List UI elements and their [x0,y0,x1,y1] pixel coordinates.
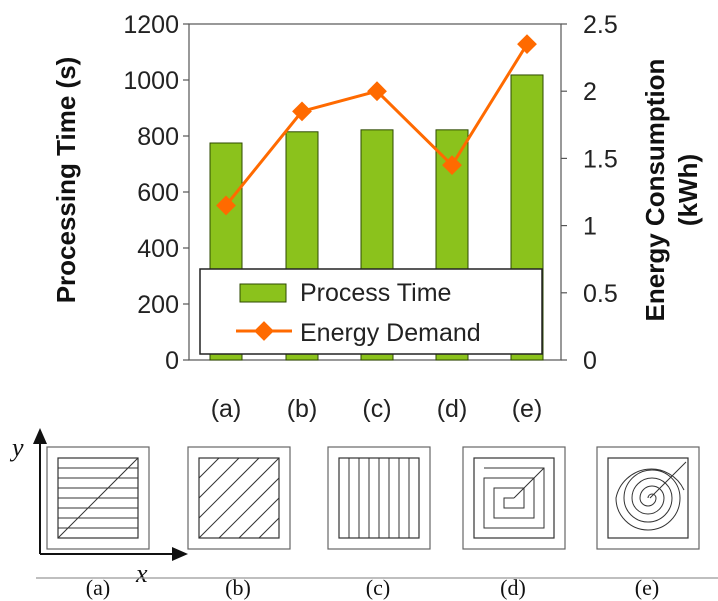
toolpath-d-spiral [483,467,545,529]
x-category-label: (e) [512,395,543,423]
left-axis-ticks: 0 200 400 600 800 1000 1200 [123,11,189,375]
y2-axis-title-line2: (kWh) [673,154,703,226]
x-category-label: (d) [437,395,468,423]
y2-tick-label: 0 [583,347,597,375]
x-axis-arrow-icon [172,547,188,561]
y-tick-label: 0 [165,347,179,375]
y-tick-label: 1200 [123,11,179,39]
toolpath-diagrams: y x (a) (b) (c) (d) [9,428,718,600]
toolpath-label-e: (e) [635,575,659,600]
right-axis-ticks: 0 0.5 1 1.5 2 2.5 [561,11,618,375]
x-category-label: (c) [362,395,391,423]
y2-tick-label: 1 [583,213,597,241]
toolpath-e: (e) [596,446,700,600]
toolpath-a-lines [57,457,139,539]
y2-tick-label: 1.5 [583,145,618,173]
legend-marker-energy-demand [254,321,274,341]
toolpath-e-spiral [615,461,687,531]
legend-label-process-time: Process Time [300,279,451,307]
x-category-label: (b) [287,395,318,423]
toolpath-c: (c) [327,446,431,600]
energy-point-d [442,155,462,176]
y-tick-label: 200 [137,291,179,319]
toolpath-d: (d) [462,446,566,600]
y-tick-label: 600 [137,179,179,207]
y2-axis-title-line1: Energy Consumption [640,59,670,322]
chart: 0 200 400 600 800 1000 1200 0 0.5 1 1.5 2 2.5 Proce… [51,11,703,423]
toolpath-label-a: (a) [86,575,110,600]
line-series [216,34,537,216]
toolpath-b: (b) [187,446,291,600]
y-tick-label: 400 [137,235,179,263]
legend-box [199,268,543,355]
y-tick-label: 1000 [123,67,179,95]
toolpath-label-c: (c) [366,575,390,600]
energy-point-a [216,195,236,216]
legend-label-energy-demand: Energy Demand [300,319,481,347]
y-tick-label: 800 [137,123,179,151]
toolpath-label-d: (d) [500,575,526,600]
y2-tick-label: 2.5 [583,11,618,39]
x-category-label: (a) [211,395,242,423]
y-axis-letter: y [9,433,24,462]
toolpath-a: (a) [46,446,150,600]
y-axis-arrow-icon [33,428,47,444]
x-axis-letter: x [135,559,148,588]
toolpath-c-lines [348,458,410,538]
y2-tick-label: 2 [583,78,597,106]
x-axis-category-labels: (a) (b) (c) (d) (e) [211,395,543,423]
energy-point-c [367,81,387,102]
energy-point-b [292,101,312,122]
toolpath-b-lines [198,457,280,539]
toolpath-label-b: (b) [225,575,251,600]
y-axis-title: Processing Time (s) [51,57,81,304]
y2-tick-label: 0.5 [583,280,618,308]
legend-swatch-process-time [239,283,287,303]
legend: Process Time Energy Demand [199,268,543,355]
